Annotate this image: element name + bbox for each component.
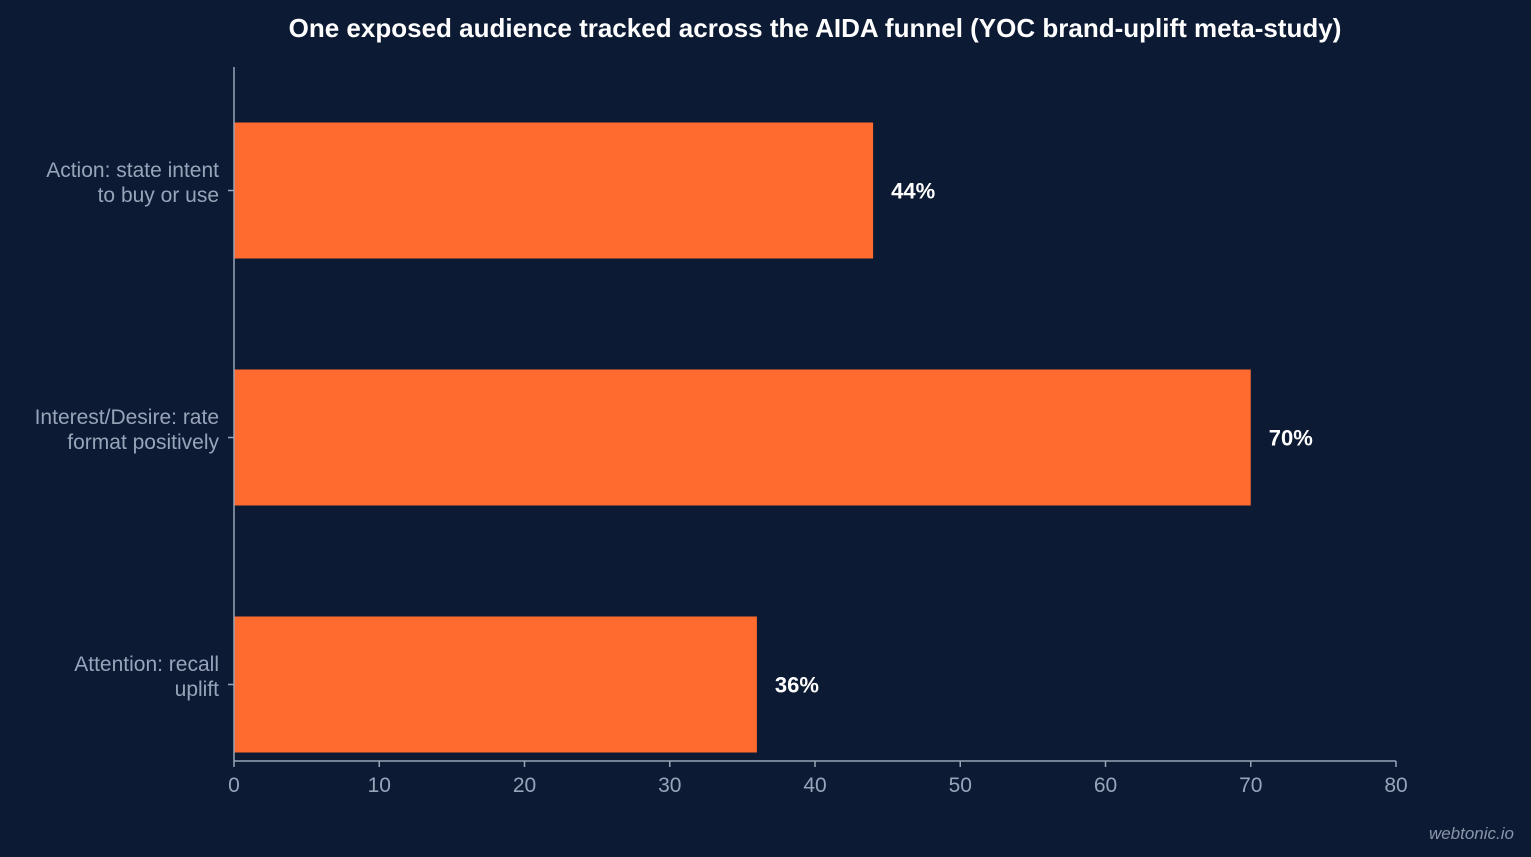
category-label-0: Action: state intent to buy or use <box>46 159 219 207</box>
x-tick-label-2: 20 <box>513 774 536 797</box>
x-tick-label-1: 10 <box>368 774 391 797</box>
bar-0 <box>234 122 874 259</box>
chart-title: One exposed audience tracked across the … <box>289 13 1342 43</box>
bar-1 <box>234 369 1251 506</box>
category-label-2: Attention: recall uplift <box>74 653 219 701</box>
x-tick-label-8: 80 <box>1384 774 1407 797</box>
value-label-2: 36% <box>775 673 819 698</box>
x-tick-label-0: 0 <box>228 774 240 797</box>
value-label-1: 70% <box>1269 426 1313 451</box>
axes-group: Action: state intent to buy or use Interes… <box>35 67 1408 797</box>
x-tick-label-6: 60 <box>1094 774 1117 797</box>
x-tick-label-4: 40 <box>803 774 826 797</box>
bar-2 <box>234 616 757 753</box>
x-tick-label-7: 70 <box>1239 774 1262 797</box>
x-tick-label-5: 50 <box>949 774 972 797</box>
value-label-0: 44% <box>891 179 935 204</box>
x-tick-label-3: 30 <box>658 774 681 797</box>
category-label-1: Interest/Desire: rate format positively <box>35 406 220 454</box>
bars-group: 44% 70% 36% <box>234 122 1313 753</box>
watermark: webtonic.io <box>1429 824 1514 843</box>
